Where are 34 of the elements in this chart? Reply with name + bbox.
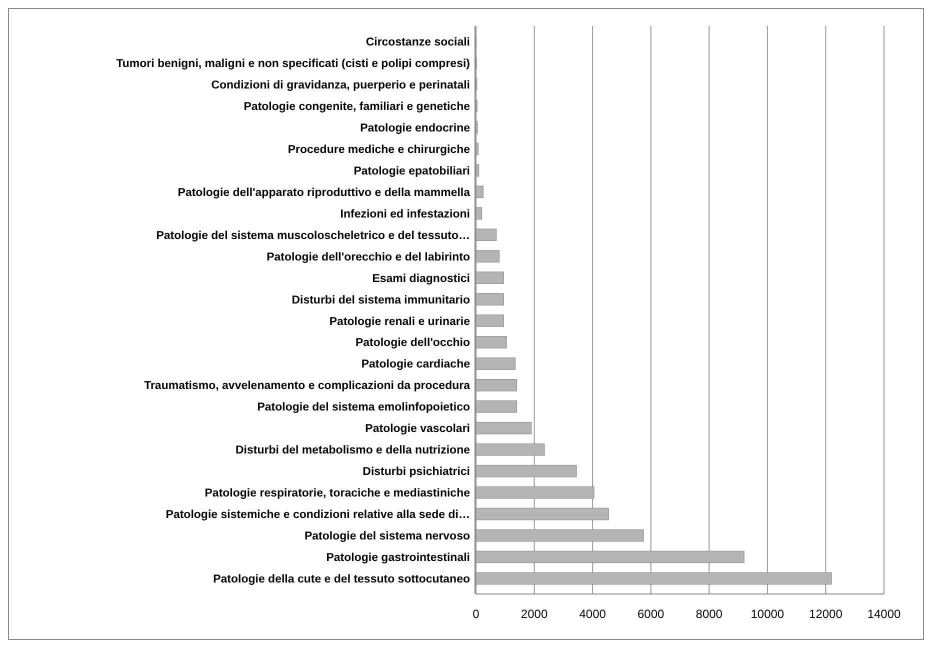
y-tick-label: Patologie dell'orecchio e del labirinto <box>266 251 470 264</box>
y-tick-label: Patologie dell'apparato riproduttivo e della mammella <box>178 186 471 199</box>
x-tick-label: 10000 <box>750 607 784 621</box>
x-tick-label: 2000 <box>520 607 548 621</box>
y-tick-label: Patologie dell'occhio <box>355 337 470 350</box>
y-tick-label: Esami diagnostici <box>372 272 470 285</box>
y-tick-label: Patologie vascolari <box>365 423 470 436</box>
y-tick-label: Disturbi del metabolismo e della nutrizione <box>235 444 470 457</box>
y-tick-label: Patologie congenite, familiari e genetiche <box>244 101 470 114</box>
x-tick-label: 0 <box>472 607 480 621</box>
y-tick-label: Tumori benigni, maligni e non specificati (cisti e polipi compresi) <box>116 58 470 70</box>
y-tick-label: Patologie gastrointestinali <box>326 552 470 564</box>
x-tick-label: 6000 <box>638 607 665 621</box>
y-tick-label: Infezioni ed infestazioni <box>340 208 470 220</box>
y-tick-label: Patologie del sistema muscoloscheletrico e del tessuto… <box>156 230 470 242</box>
y-tick-label: Patologie epatobiliari <box>354 165 470 178</box>
y-tick-label: Patologie sistemiche e condizioni relative alla sede di… <box>166 509 470 522</box>
y-tick-label: Procedure mediche e chirurgiche <box>288 144 470 156</box>
y-tick-label: Patologie del sistema nervoso <box>304 530 470 543</box>
x-tick-label: 4000 <box>579 607 606 621</box>
y-tick-label: Disturbi psichiatrici <box>362 466 470 478</box>
y-tick-label: Condizioni di gravidanza, puerperio e perinatali <box>211 80 470 92</box>
y-tick-label: Patologie respiratorie, toraciche e mediastiniche <box>204 488 470 500</box>
x-tick-label: 14000 <box>867 607 902 621</box>
x-tick-label: 8000 <box>696 607 723 621</box>
y-tick-label: Patologie endocrine <box>360 122 470 134</box>
y-tick-label: Circostanze sociali <box>366 36 470 49</box>
y-tick-label: Disturbi del sistema immunitario <box>292 294 470 306</box>
y-tick-label: Patologie cardiache <box>361 358 470 371</box>
y-tick-label: Patologie della cute e del tessuto sottocutaneo <box>213 573 470 586</box>
x-tick-label: 12000 <box>809 607 843 621</box>
y-tick-label: Traumatismo, avvelenamento e complicazioni da procedura <box>144 380 471 392</box>
y-tick-label: Patologie renali e urinarie <box>329 316 470 328</box>
y-tick-label: Patologie del sistema emolinfopoietico <box>257 402 470 414</box>
